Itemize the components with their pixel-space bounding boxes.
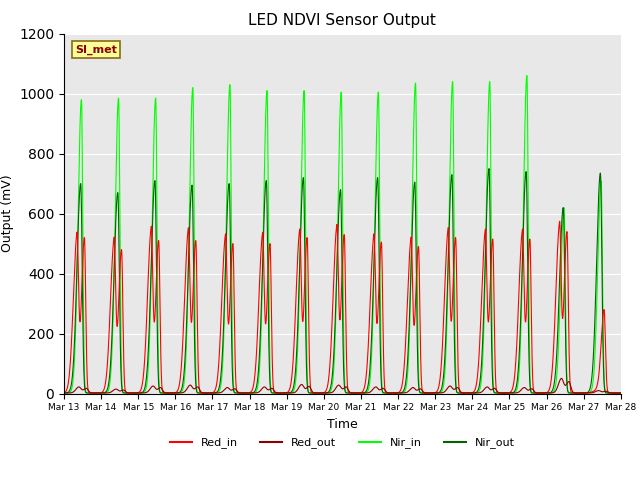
Y-axis label: Output (mV): Output (mV) [1, 175, 13, 252]
Title: LED NDVI Sensor Output: LED NDVI Sensor Output [248, 13, 436, 28]
Legend: Red_in, Red_out, Nir_in, Nir_out: Red_in, Red_out, Nir_in, Nir_out [165, 433, 520, 453]
Text: SI_met: SI_met [75, 44, 117, 55]
X-axis label: Time: Time [327, 418, 358, 431]
